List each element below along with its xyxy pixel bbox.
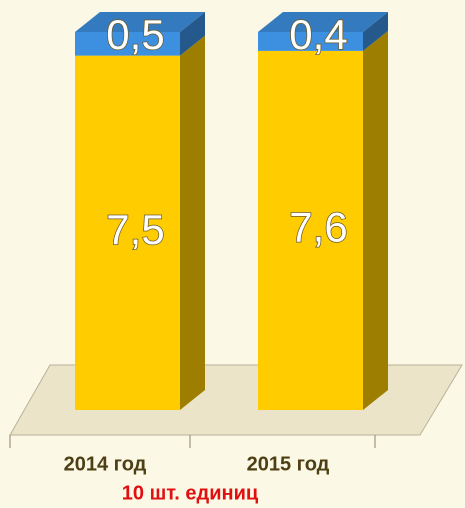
bar-top — [258, 12, 388, 32]
data-label: 7,6 — [289, 204, 347, 251]
x-tick-label: 2014 год — [64, 453, 147, 475]
caption: 10 шт. единиц — [122, 482, 259, 504]
bar-side — [363, 30, 388, 411]
bar-side — [363, 12, 388, 51]
bar-segment — [75, 55, 180, 410]
bar-segment — [258, 32, 363, 51]
bar-segment — [75, 32, 180, 56]
bar-top — [75, 12, 205, 32]
data-label: 0,5 — [106, 11, 164, 58]
bar-side — [180, 35, 205, 410]
bar-side — [180, 12, 205, 56]
bar-segment — [258, 50, 363, 411]
x-tick-label: 2015 год — [247, 453, 330, 475]
data-label: 7,5 — [106, 206, 164, 253]
data-label: 0,4 — [289, 11, 347, 58]
